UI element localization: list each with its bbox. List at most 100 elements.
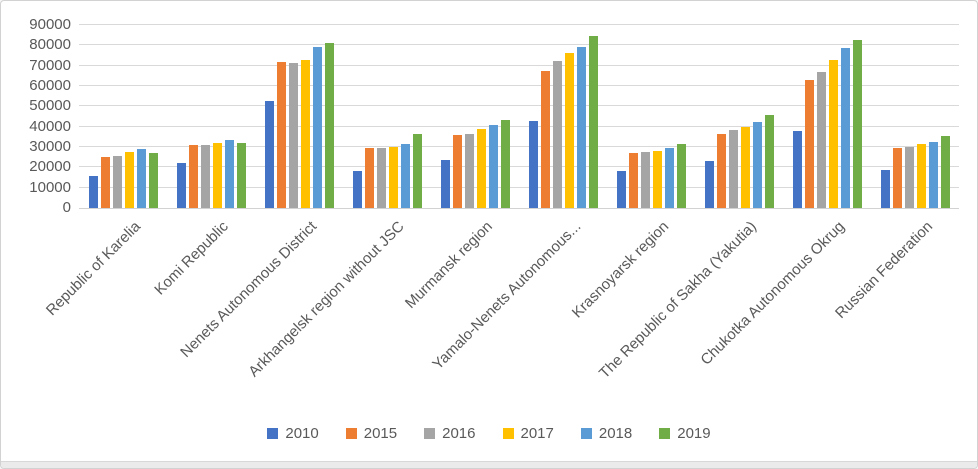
bar-group bbox=[79, 25, 167, 208]
bar-2019 bbox=[764, 115, 774, 208]
bottom-strip bbox=[1, 461, 977, 468]
legend-item-2018: 2018 bbox=[580, 425, 633, 442]
bar-2017 bbox=[652, 151, 662, 208]
bar-2017 bbox=[212, 142, 222, 208]
bar-2018 bbox=[576, 47, 586, 208]
bar-2019 bbox=[324, 43, 334, 208]
y-axis-tick-label: 60000 bbox=[29, 77, 71, 94]
bar-2019 bbox=[676, 143, 686, 208]
gridline bbox=[79, 64, 959, 66]
bar-2018 bbox=[136, 149, 146, 208]
bar-group bbox=[607, 25, 695, 208]
bar-2015 bbox=[628, 153, 638, 208]
legend-item-2017: 2017 bbox=[502, 425, 554, 442]
bar-2018 bbox=[224, 139, 234, 208]
bar-2015 bbox=[276, 61, 286, 208]
bar-2016 bbox=[288, 62, 298, 208]
bar-2015 bbox=[100, 157, 110, 208]
bar-2018 bbox=[752, 121, 762, 208]
legend-label: 2017 bbox=[520, 425, 554, 442]
bar-2015 bbox=[452, 134, 462, 208]
legend-swatch-icon bbox=[659, 428, 671, 439]
bar-2017 bbox=[740, 126, 750, 208]
bar-2019 bbox=[852, 40, 862, 208]
bar-2015 bbox=[188, 144, 198, 208]
bar-2016 bbox=[200, 144, 210, 208]
bar-group bbox=[167, 25, 255, 208]
gridline bbox=[79, 125, 959, 127]
legend-item-2015: 2015 bbox=[345, 425, 398, 442]
bar-2018 bbox=[488, 124, 498, 208]
bar-2018 bbox=[664, 148, 674, 208]
bar-group bbox=[783, 25, 871, 208]
legend-swatch-icon bbox=[580, 428, 592, 439]
legend-item-2016: 2016 bbox=[424, 425, 476, 442]
bar-2018 bbox=[840, 48, 850, 208]
legend-item-2010: 2010 bbox=[267, 425, 319, 442]
y-axis-tick-label: 10000 bbox=[29, 178, 71, 196]
bar-2019 bbox=[236, 142, 246, 208]
bar-2016 bbox=[552, 60, 562, 208]
bar-2010 bbox=[352, 171, 362, 208]
bar-2017 bbox=[564, 53, 574, 208]
bar-2017 bbox=[916, 143, 926, 208]
bar-2017 bbox=[124, 152, 134, 208]
bar-group bbox=[255, 25, 343, 208]
bar-group bbox=[695, 25, 783, 208]
gridline bbox=[79, 186, 959, 188]
gridline bbox=[79, 166, 959, 168]
gridline bbox=[79, 24, 959, 25]
bar-2015 bbox=[364, 148, 374, 208]
x-axis-label: Republic of Karelia bbox=[42, 218, 145, 320]
bar-2016 bbox=[464, 133, 474, 208]
bar-2019 bbox=[588, 36, 598, 208]
legend-label: 2018 bbox=[598, 425, 633, 442]
x-axis-label: Murmansk region bbox=[402, 218, 497, 312]
bar-2019 bbox=[940, 135, 950, 208]
y-axis-tick-label: 70000 bbox=[29, 56, 71, 74]
bar-2015 bbox=[892, 148, 902, 208]
x-axis-label: Chukotka Autonomous Okrug bbox=[697, 218, 849, 369]
y-axis-tick-label: 0 bbox=[62, 199, 71, 216]
legend: 2010 2015 2016 2017 2018 2019 bbox=[1, 425, 977, 442]
bar-group bbox=[871, 25, 959, 208]
bar-2017 bbox=[828, 59, 838, 208]
bar-2017 bbox=[300, 59, 310, 208]
bar-2010 bbox=[704, 161, 714, 208]
gridline bbox=[79, 44, 959, 46]
bar-2017 bbox=[476, 128, 486, 208]
bar-2016 bbox=[816, 71, 826, 208]
plot-area bbox=[79, 24, 959, 209]
gridline bbox=[79, 146, 959, 147]
legend-label: 2010 bbox=[285, 425, 319, 442]
y-axis-tick-label: 50000 bbox=[29, 97, 71, 115]
bar-2016 bbox=[112, 156, 122, 208]
bar-2010 bbox=[792, 130, 802, 208]
bar-2018 bbox=[400, 143, 410, 208]
bar-2010 bbox=[264, 101, 274, 208]
bar-2019 bbox=[412, 133, 422, 208]
bar-group bbox=[519, 25, 607, 208]
x-axis-label: Krasnoyarsk region bbox=[568, 218, 673, 322]
bar-2010 bbox=[528, 120, 538, 208]
bar-2010 bbox=[616, 171, 626, 208]
x-axis-label: The Republic of Sakha (Yakutia) bbox=[596, 218, 761, 382]
y-axis-tick-label: 80000 bbox=[29, 36, 71, 54]
legend-label: 2016 bbox=[442, 425, 476, 442]
legend-label: 2015 bbox=[363, 425, 398, 442]
bar-2010 bbox=[440, 160, 450, 208]
bar-group bbox=[343, 25, 431, 208]
bar-2016 bbox=[728, 129, 738, 208]
bar-2010 bbox=[176, 163, 186, 208]
x-axis-label: Arkhangelsk region without JSC bbox=[245, 218, 409, 381]
y-axis-tick-label: 40000 bbox=[29, 117, 71, 135]
bar-groups bbox=[79, 25, 959, 208]
bar-2015 bbox=[540, 70, 550, 208]
bar-2018 bbox=[928, 141, 938, 208]
x-axis-label: Yamalo-Nenets Autonomous... bbox=[428, 218, 585, 374]
bar-2015 bbox=[804, 79, 814, 208]
x-axis-label: Russian Federation bbox=[832, 218, 937, 322]
bar-2015 bbox=[716, 133, 726, 208]
bar-2019 bbox=[500, 119, 510, 208]
